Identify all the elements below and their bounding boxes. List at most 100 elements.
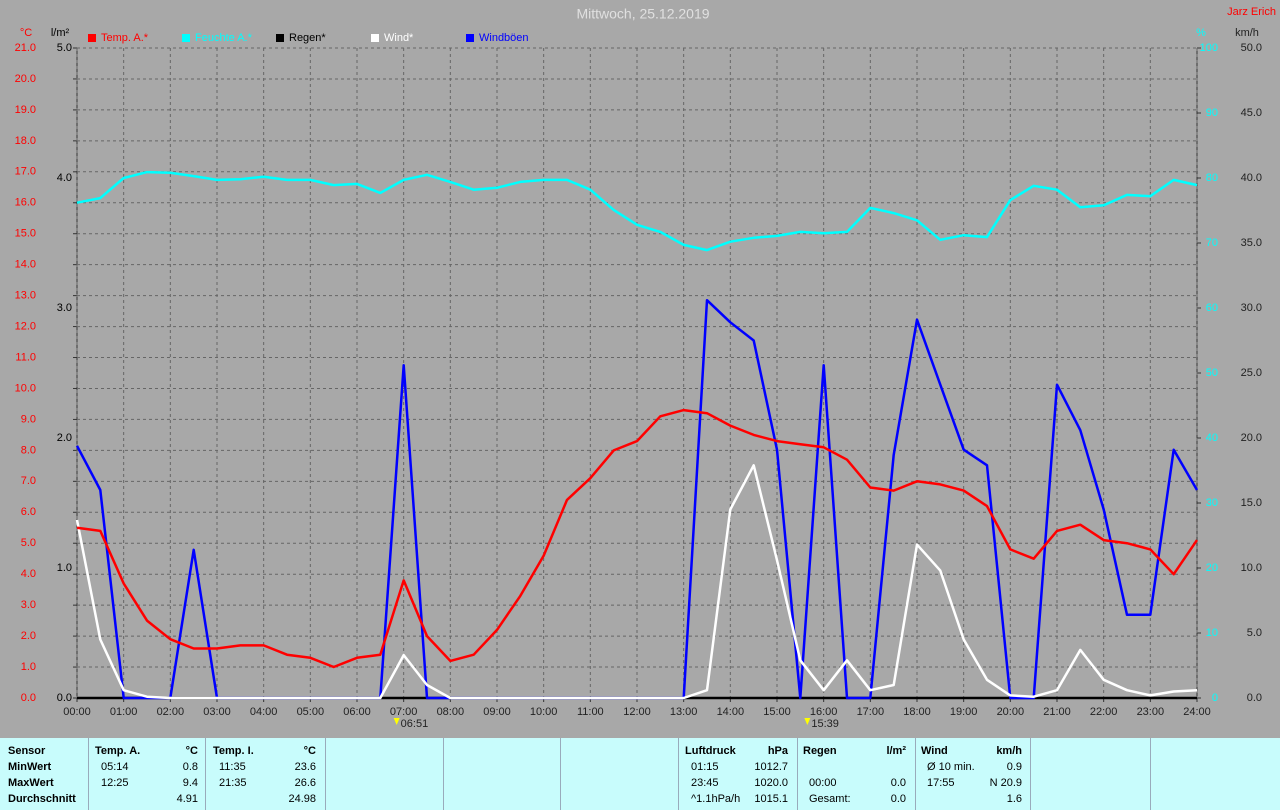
cell-time: 17:55	[927, 777, 955, 789]
y4-tick-label: 0.0	[1247, 692, 1262, 704]
y3-tick-label: 50	[1206, 367, 1218, 379]
x-tick-label: 20:00	[997, 706, 1025, 718]
y2-tick-label: 0.0	[57, 692, 72, 704]
y-unit: °C	[20, 27, 32, 39]
cell-value: 0.0	[890, 793, 906, 805]
cell-value: 4.91	[176, 793, 198, 805]
group-header: Temp. I.	[213, 745, 254, 757]
y4-tick-label: 50.0	[1241, 42, 1262, 54]
x-tick-label: 07:00	[390, 706, 418, 718]
x-tick-label: 09:00	[483, 706, 511, 718]
y2-tick-label: 1.0	[57, 562, 72, 574]
x-tick-label: 08:00	[437, 706, 465, 718]
y-tick-label: 12.0	[15, 320, 36, 332]
y-tick-label: 18.0	[15, 135, 36, 147]
separator	[915, 738, 916, 810]
y-tick-label: 5.0	[21, 537, 36, 549]
chart: Mittwoch, 25.12.2019 Jarz Erich °C l/m² …	[15, 6, 1276, 730]
x-tick-label: 02:00	[157, 706, 185, 718]
y-tick-label: 21.0	[15, 42, 36, 54]
separator	[443, 738, 444, 810]
x-tick-label: 21:00	[1043, 706, 1071, 718]
legend-label: Temp. A.*	[101, 32, 149, 44]
x-tick-label: 24:00	[1183, 706, 1211, 718]
x-tick-label: 04:00	[250, 706, 278, 718]
cell-value: 1015.1	[754, 793, 788, 805]
separator	[1150, 738, 1151, 810]
sun-marker	[393, 718, 400, 725]
y4-unit: km/h	[1235, 27, 1259, 39]
series-line	[76, 408, 1199, 669]
legend-swatch	[466, 34, 474, 42]
stats-table: Sensor MinWert MaxWert Durchschnitt Temp. A…	[0, 738, 1280, 810]
x-tick-label: 15:00	[763, 706, 791, 718]
y-tick-label: 13.0	[15, 290, 36, 302]
cell-time: 01:15	[691, 761, 719, 773]
y-tick-label: 0.0	[21, 692, 36, 704]
cell-time: ^1.1hPa/h	[691, 793, 741, 805]
x-tick-label: 14:00	[717, 706, 745, 718]
group-header: Regen	[803, 745, 837, 757]
cell-value: 26.6	[294, 777, 316, 789]
y-tick-label: 19.0	[15, 104, 36, 116]
x-tick-label: 19:00	[950, 706, 978, 718]
separator	[325, 738, 326, 810]
y-tick-label: 7.0	[21, 475, 36, 487]
cell-value: 0.0	[890, 777, 906, 789]
sun-marker-label: 06:51	[401, 718, 429, 730]
cell-time: 05:14	[101, 761, 129, 773]
y3-tick-label: 20	[1206, 562, 1218, 574]
legend-label: Feuchte A.*	[195, 32, 253, 44]
cell-time: 00:00	[809, 777, 837, 789]
row-label: MinWert	[8, 761, 52, 773]
y4-tick-label: 10.0	[1241, 562, 1262, 574]
x-tick-label: 03:00	[203, 706, 231, 718]
y-tick-label: 16.0	[15, 197, 36, 209]
legend-label: Windböen	[479, 32, 529, 44]
cell-time: Ø 10 min.	[927, 761, 975, 773]
legend-swatch	[182, 34, 190, 42]
sun-marker-label: 15:39	[811, 718, 839, 730]
cell-value: 0.9	[1006, 761, 1022, 773]
cell-time: 11:35	[219, 761, 246, 773]
group-unit: km/h	[996, 745, 1022, 757]
group-unit: °C	[185, 745, 198, 757]
x-tick-label: 22:00	[1090, 706, 1118, 718]
row-label: Durchschnitt	[8, 793, 76, 805]
y3-tick-label: 10	[1206, 627, 1218, 639]
y-tick-label: 3.0	[21, 599, 36, 611]
separator	[560, 738, 561, 810]
y-tick-label: 1.0	[21, 661, 36, 673]
legend-label: Regen*	[289, 32, 326, 44]
legend-swatch	[88, 34, 96, 42]
x-tick-label: 17:00	[857, 706, 885, 718]
legend-swatch	[276, 34, 284, 42]
row-label: MaxWert	[8, 777, 54, 789]
legend-swatch	[371, 34, 379, 42]
cell-time: 21:35	[219, 777, 247, 789]
y-tick-label: 6.0	[21, 506, 36, 518]
chart-title: Mittwoch, 25.12.2019	[576, 6, 709, 22]
y-tick-label: 4.0	[21, 568, 36, 580]
y2-tick-label: 4.0	[57, 172, 72, 184]
group-header: Luftdruck	[685, 745, 736, 757]
y3-unit: %	[1196, 27, 1206, 39]
author: Jarz Erich	[1227, 6, 1276, 18]
group-unit: l/m²	[886, 745, 906, 757]
y2-tick-label: 2.0	[57, 432, 72, 444]
y3-tick-label: 0	[1212, 692, 1218, 704]
series-line	[76, 170, 1198, 252]
y3-tick-label: 30	[1206, 497, 1218, 509]
x-tick-label: 05:00	[297, 706, 325, 718]
y-tick-label: 15.0	[15, 228, 36, 240]
y2-tick-label: 3.0	[57, 302, 72, 314]
x-tick-label: 16:00	[810, 706, 838, 718]
x-tick-label: 12:00	[623, 706, 651, 718]
y4-tick-label: 20.0	[1241, 432, 1262, 444]
cell-time: 12:25	[101, 777, 129, 789]
sensor-header: Sensor	[8, 745, 46, 757]
x-tick-label: 11:00	[577, 706, 604, 718]
x-tick-label: 06:00	[343, 706, 371, 718]
group-unit: hPa	[767, 745, 788, 757]
